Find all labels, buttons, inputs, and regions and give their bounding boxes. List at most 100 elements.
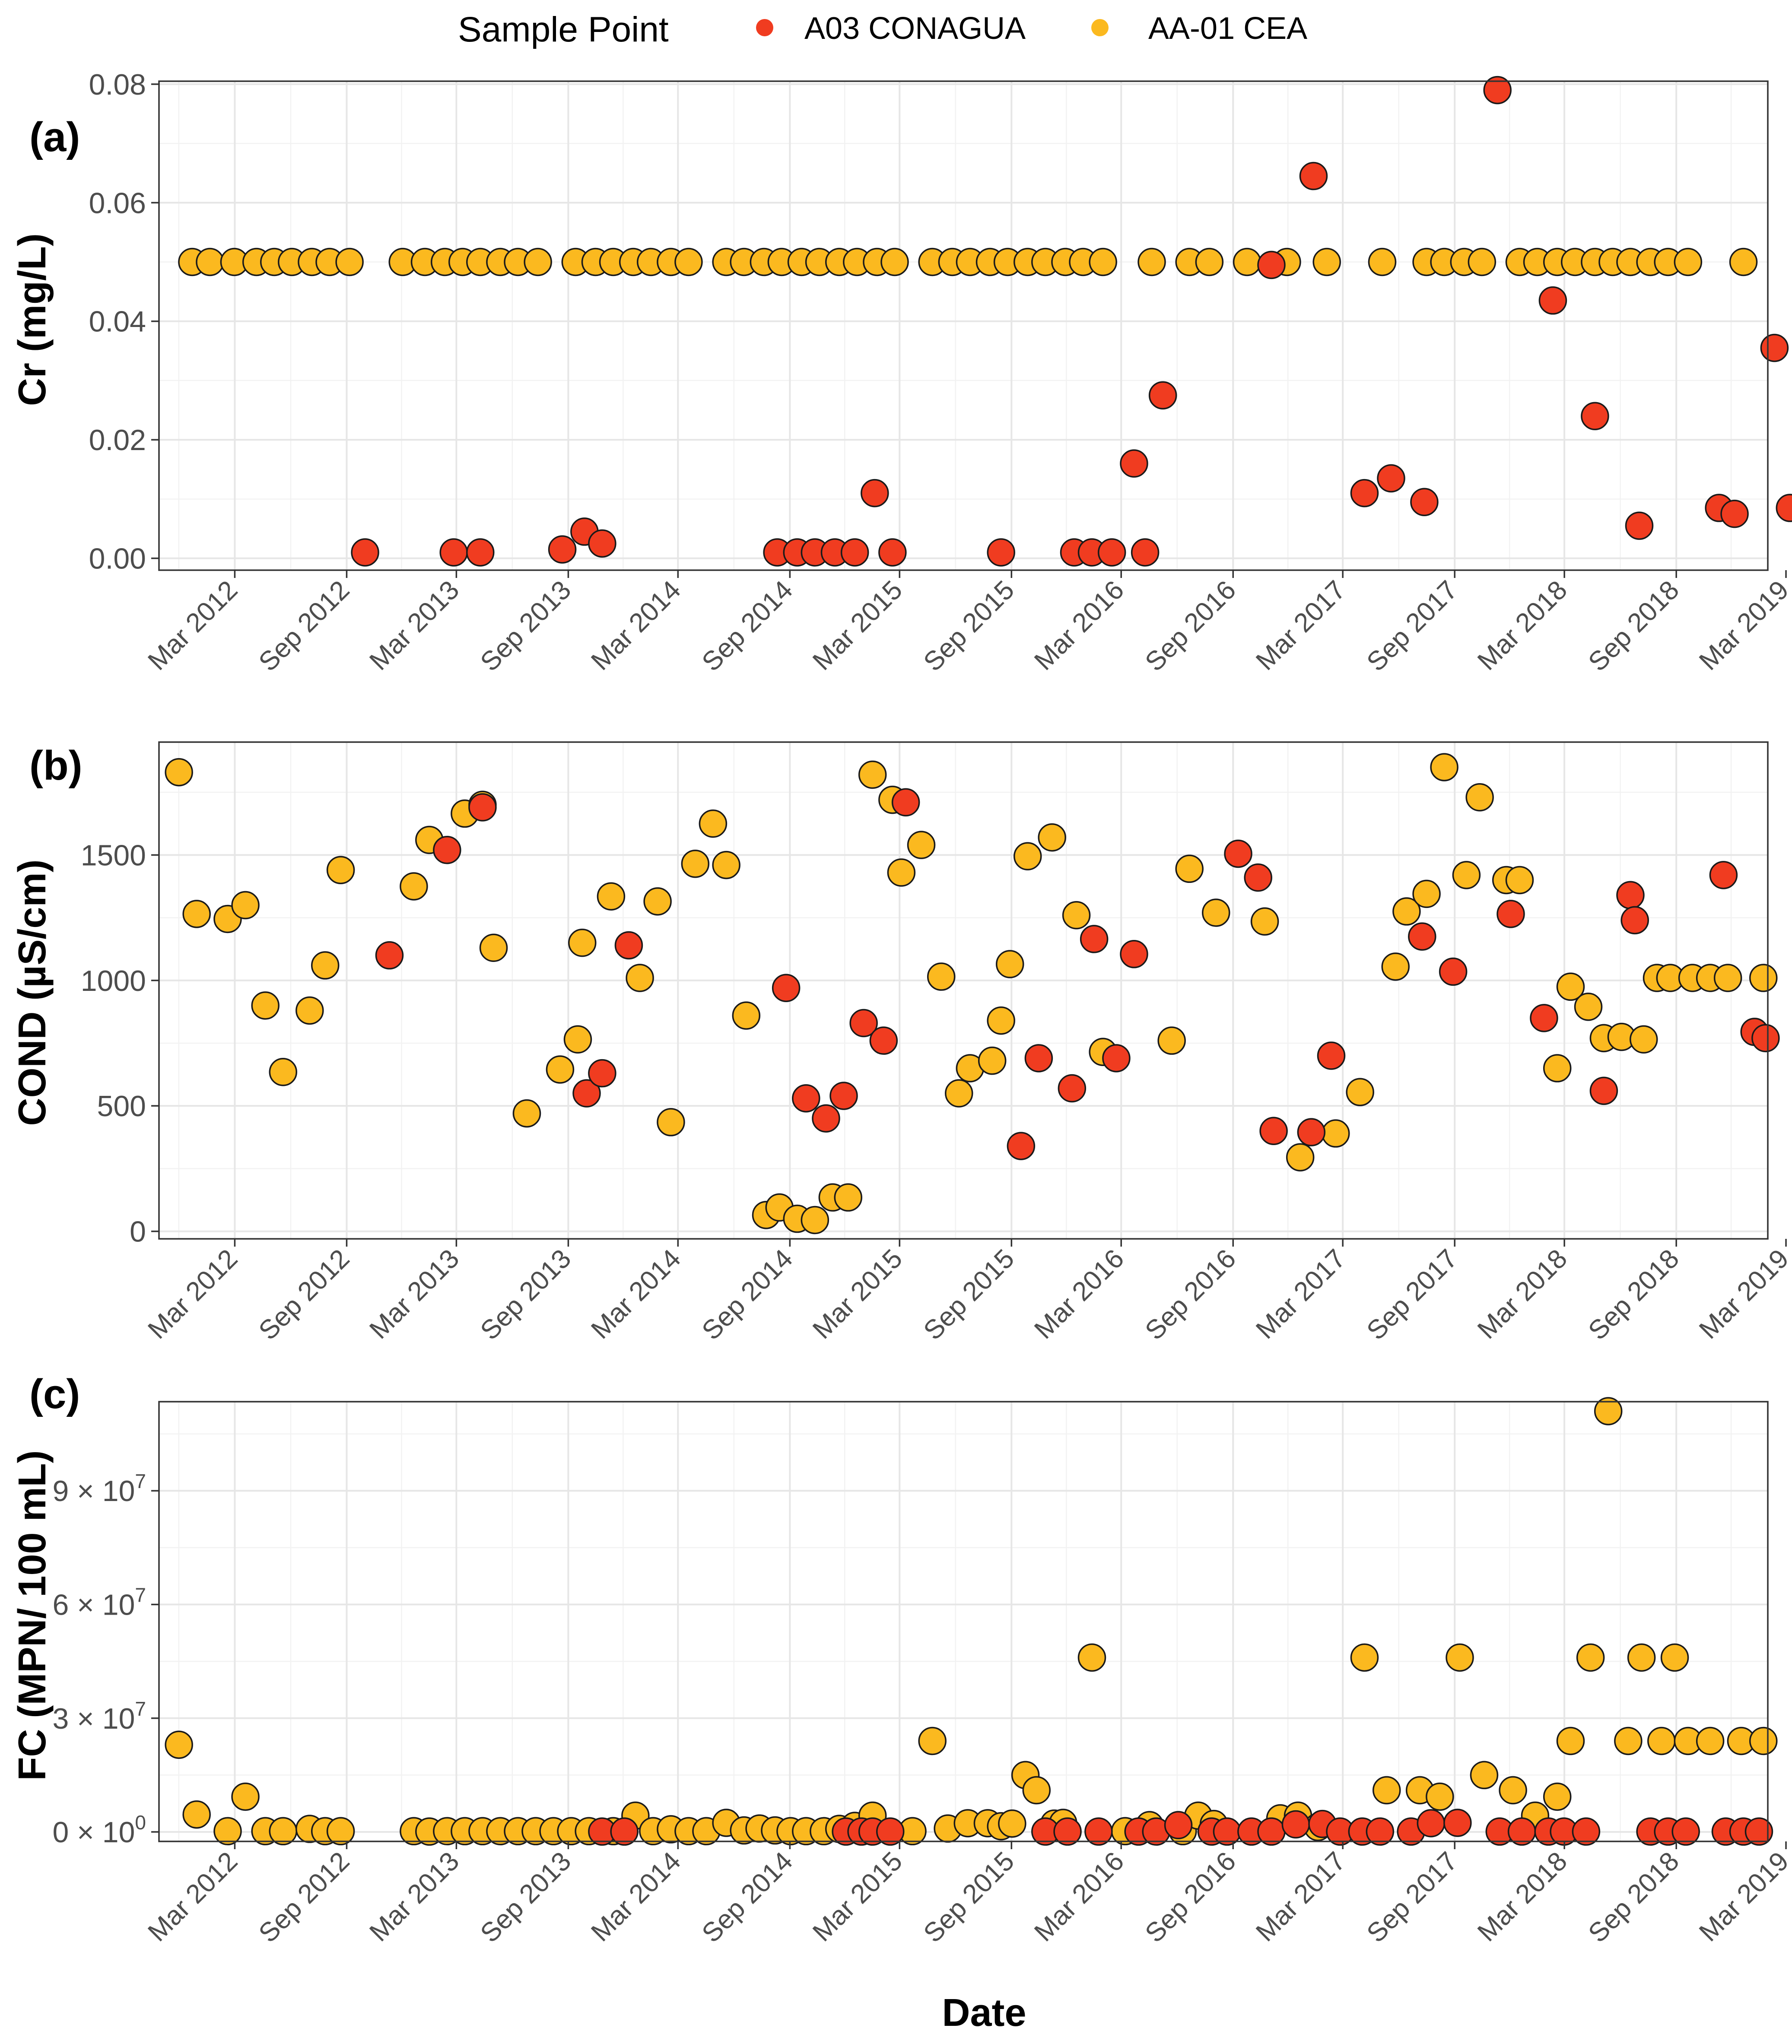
point-aa01 [512,1099,541,1128]
point-a03 [1164,1811,1193,1840]
panel-a-points [178,76,1792,567]
point-a03 [1483,76,1512,105]
panel-c-border [158,1401,1769,1842]
point-a03 [1408,922,1436,951]
point-aa01 [1426,1782,1454,1811]
point-a03 [1443,1809,1472,1837]
point-aa01 [1312,248,1341,276]
point-aa01 [546,1055,575,1084]
point-aa01 [1505,866,1534,895]
panel-a-y-ticks: 0.00 0.02 0.04 0.06 0.08 [89,68,159,575]
point-a03 [1257,251,1286,279]
legend-swatch-aa01 [1091,19,1109,36]
point-aa01 [1157,1026,1186,1055]
point-aa01 [1202,898,1230,927]
point-aa01 [326,856,355,884]
point-aa01 [1430,753,1458,781]
point-a03 [1751,1024,1780,1053]
point-a03 [1053,1817,1082,1846]
legend: Sample Point A03 CONAGUA AA-01 CEA [458,10,1307,49]
point-a03 [987,538,1015,567]
point-a03 [1589,1076,1618,1105]
point-a03 [1299,162,1328,190]
point-a03 [812,1104,840,1133]
point-aa01 [269,1058,298,1086]
point-a03 [1080,925,1109,953]
point-a03 [614,931,643,960]
point-aa01 [213,1817,242,1846]
legend-label-a03: A03 CONAGUA [804,11,1026,46]
point-aa01 [1594,1397,1623,1425]
point-a03 [1058,1074,1087,1103]
point-aa01 [1175,854,1204,883]
point-a03 [351,538,379,567]
point-aa01 [998,1809,1026,1838]
point-aa01 [978,1046,1007,1075]
y-tick-label: 0.08 [89,68,146,101]
point-a03 [1259,1117,1288,1146]
point-aa01 [1250,907,1279,936]
point-aa01 [944,1079,973,1108]
point-aa01 [1499,1776,1527,1805]
point-aa01 [1195,248,1224,276]
point-a03 [588,529,616,558]
point-aa01 [1286,1143,1315,1171]
point-a03 [1350,479,1379,508]
point-aa01 [1346,1078,1374,1106]
panel-c-grid [159,1402,1768,1841]
point-a03 [1581,402,1609,430]
point-aa01 [1368,248,1397,276]
point-a03 [869,1026,898,1055]
y-tick-label: 1000 [81,965,146,997]
point-aa01 [1392,897,1421,926]
point-a03 [588,1059,616,1088]
point-aa01 [231,1782,260,1811]
point-aa01 [1576,1643,1605,1672]
point-aa01 [1089,248,1117,276]
point-a03 [891,788,920,817]
point-a03 [1120,940,1148,968]
point-aa01 [1014,842,1042,871]
point-a03 [572,1079,601,1108]
y-tick-label: 6 × 107 [52,1584,146,1622]
point-aa01 [479,933,508,962]
point-a03 [1007,1132,1036,1160]
point-a03 [1244,863,1272,892]
point-a03 [849,1009,878,1038]
point-aa01 [326,1817,355,1846]
point-aa01 [907,831,936,859]
y-tick-label: 0.00 [89,543,146,575]
point-a03 [1417,1809,1446,1838]
point-a03 [610,1817,639,1846]
point-a03 [1572,1817,1601,1846]
point-a03 [433,835,461,864]
point-aa01 [858,760,887,789]
point-aa01 [1350,1643,1379,1672]
point-aa01 [563,1025,592,1054]
panel-a-label: (a) [29,114,80,160]
point-aa01 [1022,1776,1051,1805]
point-a03 [772,974,801,1002]
point-aa01 [1629,1025,1658,1054]
y-tick-label: 0 × 100 [52,1811,146,1849]
point-a03 [1131,538,1160,567]
point-aa01 [1470,1761,1499,1790]
point-aa01 [1468,248,1497,276]
point-a03 [1744,1817,1773,1846]
point-aa01 [1543,1054,1572,1082]
point-a03 [1620,906,1649,935]
point-a03 [468,793,497,822]
point-aa01 [269,1817,298,1846]
point-aa01 [887,858,916,887]
point-aa01 [1660,1643,1689,1672]
y-tick-label: 0.06 [89,187,146,219]
point-a03 [878,538,907,567]
point-aa01 [801,1206,829,1235]
point-aa01 [1412,879,1441,908]
panel-b-label: (b) [29,743,83,789]
point-aa01 [1556,972,1585,1001]
point-aa01 [626,964,654,992]
point-aa01 [295,996,324,1025]
point-aa01 [196,248,224,276]
